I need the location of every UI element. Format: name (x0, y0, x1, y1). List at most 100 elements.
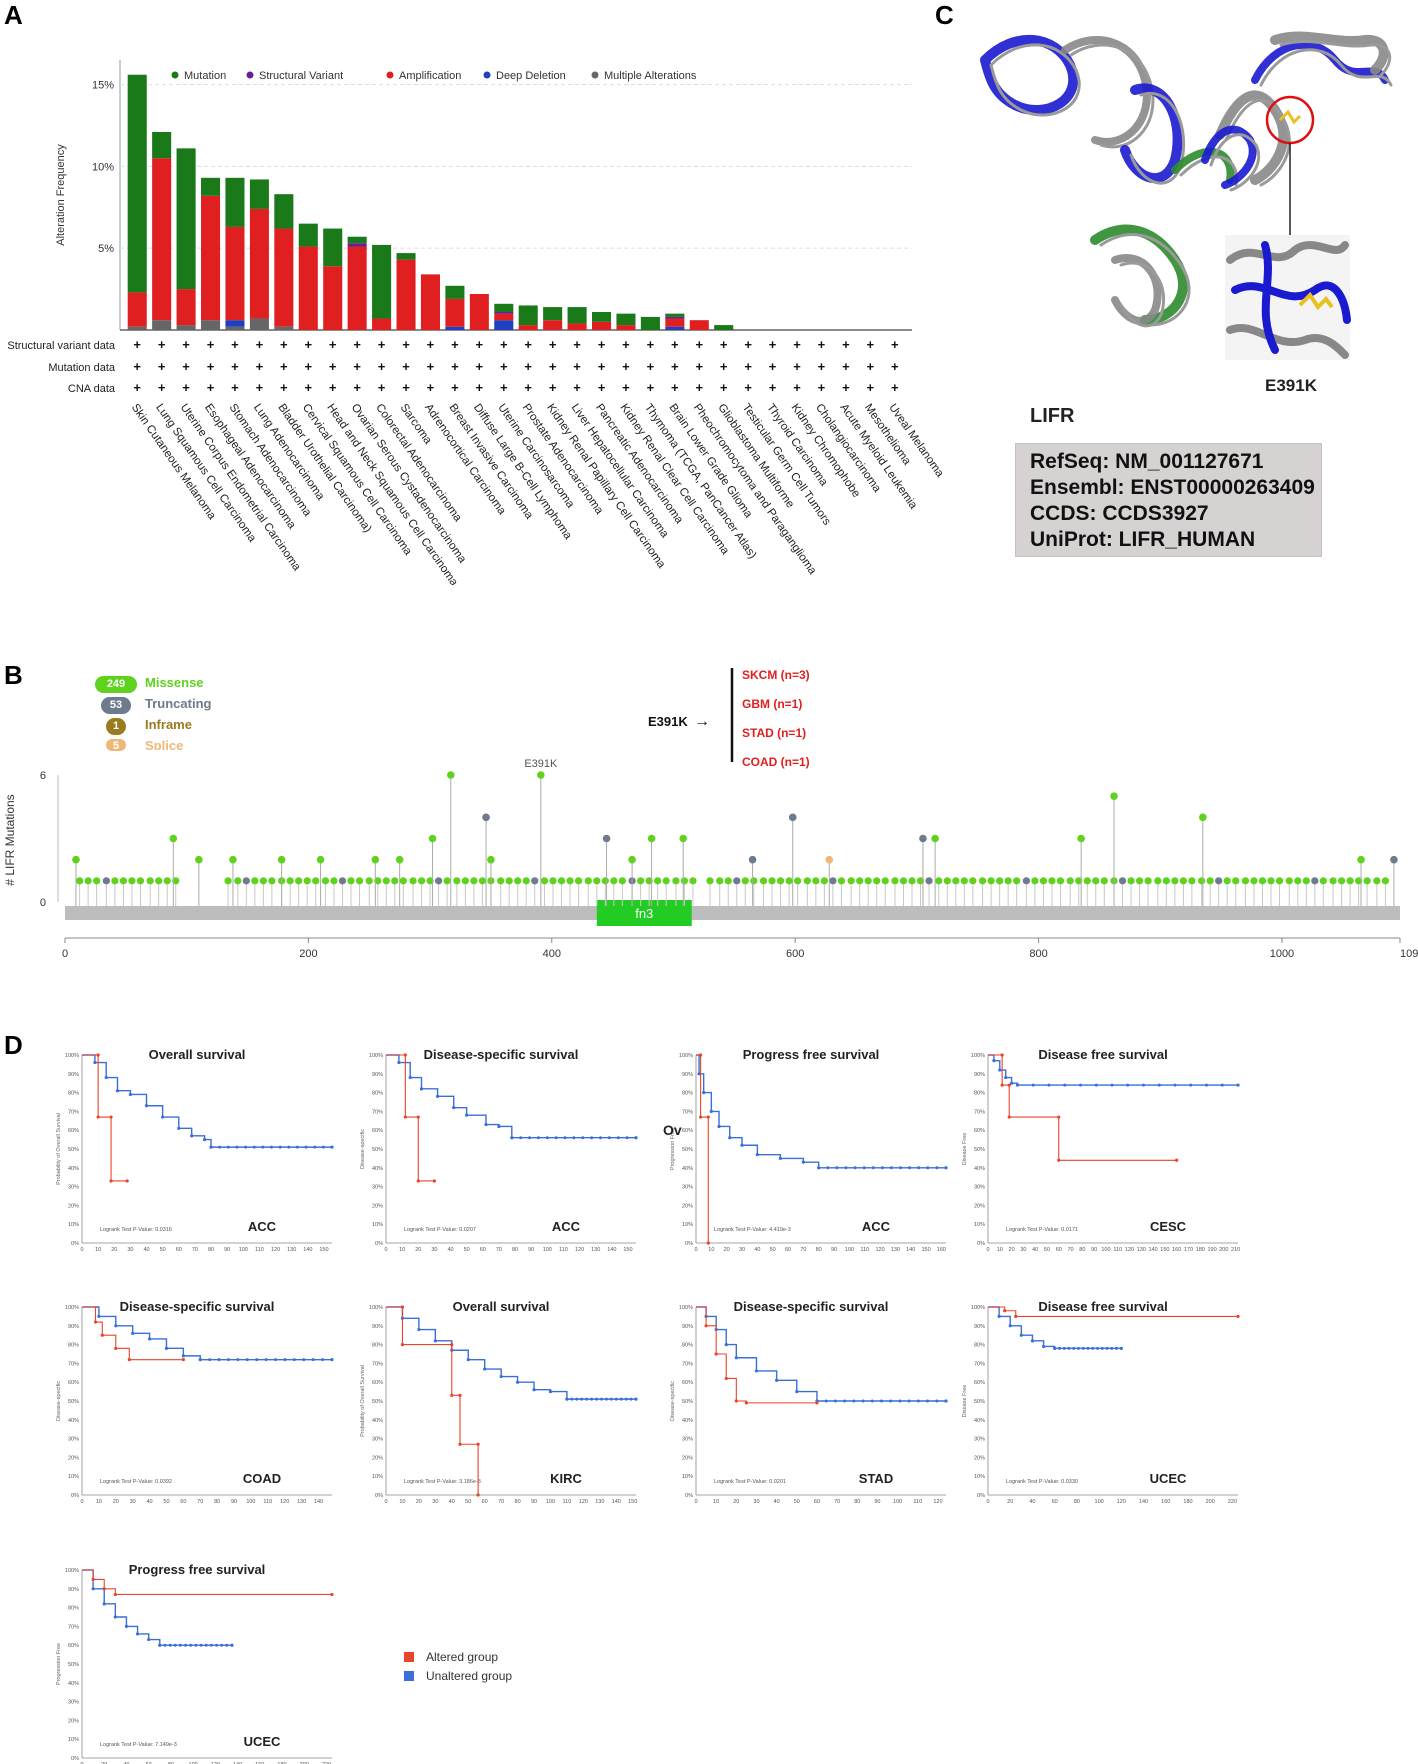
lollipop-head (242, 877, 250, 885)
censor-mark (1072, 1346, 1076, 1350)
data-row-marker: + (769, 337, 777, 352)
lollipop-head (873, 877, 881, 885)
censor-mark (607, 1136, 611, 1140)
y-tick-label: 30% (68, 1185, 79, 1191)
censor-mark (100, 1333, 104, 1337)
data-row-marker: + (231, 337, 239, 352)
lollipop-head (1355, 877, 1363, 885)
y-tick-label: 80% (68, 1091, 79, 1097)
censor-mark (595, 1397, 599, 1401)
censor-mark (565, 1397, 569, 1401)
x-tick-label: 10 (997, 1247, 1003, 1253)
y-tick-label: 30% (682, 1437, 693, 1443)
censor-mark (871, 1166, 875, 1170)
lollipop-head (647, 834, 656, 843)
censor-mark (168, 1643, 172, 1647)
x-tick-label: 120 (1117, 1499, 1126, 1505)
data-row-marker: + (231, 359, 239, 374)
data-row-marker: + (549, 337, 557, 352)
bar-segment (494, 303, 514, 312)
bar-segment (372, 244, 392, 319)
x-tick-label: 0 (80, 1499, 83, 1505)
y-tick-label: 50% (372, 1147, 383, 1153)
lollipop-head (93, 877, 101, 885)
y-tick-label: 20% (68, 1203, 79, 1209)
bar-segment (201, 177, 221, 196)
lollipop-head (952, 877, 960, 885)
mutation-legend: 249 Missense 53 Truncating 1 Inframe 5 S… (95, 673, 295, 758)
x-tick-label: 110 (913, 1499, 922, 1505)
unaltered-curve (82, 1054, 332, 1148)
x-tick-label: 0 (62, 948, 68, 960)
row-label: CNA data (68, 383, 116, 395)
lollipop-head (987, 877, 995, 885)
lollipop-head (505, 877, 513, 885)
lollipop-head (881, 877, 889, 885)
censor-mark (450, 1343, 454, 1347)
censor-mark (452, 1106, 456, 1110)
lollipop-head (224, 877, 232, 885)
bar-segment (665, 318, 685, 327)
censor-mark (93, 1060, 97, 1065)
censor-mark (908, 1166, 912, 1170)
lollipop-head (856, 877, 864, 885)
censor-mark (102, 1602, 106, 1606)
lollipop-head (355, 877, 364, 885)
inframe-count: 1 (106, 718, 126, 735)
x-tick-label: 0 (986, 1499, 989, 1505)
bar-segment (665, 316, 685, 319)
data-row-marker: + (133, 337, 141, 352)
bar-segment (323, 266, 343, 330)
lollipop-head (748, 855, 757, 864)
y-tick-label: 80% (372, 1091, 383, 1097)
x-tick-label: 0 (694, 1499, 697, 1505)
censor-mark (935, 1399, 939, 1403)
x-tick-label: 100 (189, 1762, 198, 1764)
lollipop-head (1179, 877, 1187, 885)
x-tick-label: 20 (1009, 1247, 1015, 1253)
data-row-marker: + (622, 380, 630, 395)
censor-mark (926, 1399, 930, 1403)
x-tick-label: 150 (623, 1247, 632, 1253)
x-tick-label: 50 (770, 1247, 776, 1253)
bar-segment (152, 320, 172, 330)
y-tick-label: 80% (974, 1091, 985, 1097)
lollipop-head (593, 877, 601, 885)
censor-mark (935, 1166, 939, 1170)
censor-mark (161, 1115, 165, 1119)
legend-label: Multiple Alterations (604, 70, 697, 82)
lollipop-head (482, 813, 490, 822)
x-tick-label: 90 (231, 1499, 237, 1505)
y-tick-label: 50% (68, 1399, 79, 1405)
bar-segment (469, 294, 489, 330)
censor-mark (634, 1136, 638, 1140)
lollipop-head (549, 877, 557, 885)
callout-cancer-type: SKCM (n=3) (742, 668, 810, 682)
unaltered-curve (386, 1306, 636, 1400)
y-tick-label: 20% (372, 1455, 383, 1461)
x-tick-label: 80 (1079, 1247, 1085, 1253)
y-tick-label: 70% (682, 1109, 693, 1115)
x-tick-label: 130 (297, 1499, 306, 1505)
censor-mark (1076, 1346, 1080, 1350)
censor-mark (1173, 1083, 1177, 1087)
censor-mark (599, 1136, 603, 1140)
x-tick-label: 70 (800, 1247, 806, 1253)
data-row-marker: + (353, 380, 361, 395)
censor-mark (699, 1115, 703, 1119)
gene-name: LIFR (1030, 405, 1075, 427)
lollipop-head (1004, 877, 1012, 885)
censor-mark (1015, 1083, 1019, 1087)
lollipop-head (776, 877, 785, 885)
lollipop-head (899, 877, 908, 885)
lollipop-head (654, 877, 662, 885)
x-tick-label: 100 (1101, 1247, 1110, 1253)
lollipop-head (84, 877, 92, 885)
lollipop-head (1267, 877, 1275, 885)
lollipop-head (1329, 877, 1337, 885)
lollipop-head (1215, 877, 1223, 885)
censor-mark (1004, 1075, 1008, 1080)
censor-mark (1081, 1346, 1085, 1350)
domain-label: fn3 (635, 906, 653, 921)
plot-title: Overall survival (149, 1047, 246, 1062)
